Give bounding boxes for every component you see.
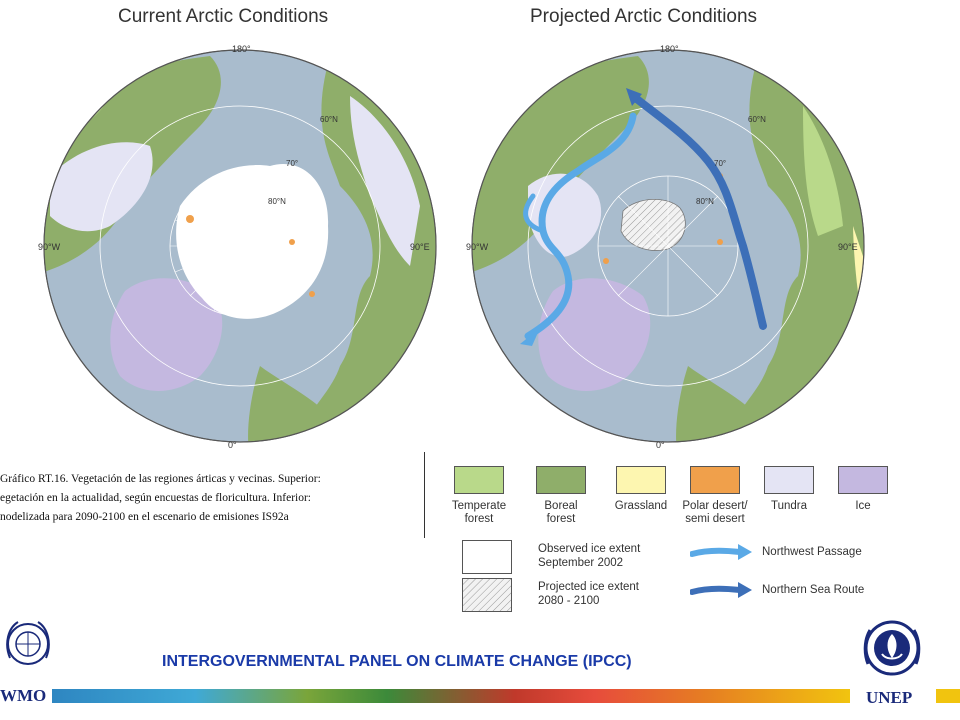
polar-desert-patch	[309, 291, 315, 297]
projected-map-svg: 180° 90°W 90°E 0° 70° 80°N 60°N	[466, 44, 865, 450]
label-90e: 90°E	[838, 242, 858, 252]
polar-desert-patch	[186, 215, 194, 223]
latitude-70-circle	[99, 105, 381, 387]
projected-arctic-map: 180° 90°W 90°E 0° 70° 80°N 60°N	[458, 36, 878, 456]
caption-divider	[424, 452, 425, 538]
temperate-forest-label: Temperate forest	[451, 500, 507, 525]
canada-tundra	[50, 142, 153, 232]
tundra-label: Tundra	[770, 500, 807, 512]
legend-observed-ice: Observed ice extent September 2002	[462, 540, 742, 580]
label-0: 0°	[656, 440, 665, 450]
grassland-swatch	[616, 466, 666, 494]
label-90e: 90°E	[410, 242, 430, 252]
tundra-swatch	[764, 466, 814, 494]
footer-title: INTERGOVERNMENTAL PANEL ON CLIMATE CHANG…	[162, 653, 632, 670]
current-map-title: Current Arctic Conditions	[118, 6, 329, 27]
polar-desert-swatch	[690, 466, 740, 494]
siberia-tundra	[350, 96, 420, 266]
projected-map-title: Projected Arctic Conditions	[530, 6, 758, 27]
label-90w: 90°W	[38, 242, 61, 252]
ice-swatch	[838, 466, 888, 494]
grassland-patch	[853, 226, 864, 336]
label-60n: 60°N	[748, 115, 766, 124]
northern-sea-route-arrow	[690, 582, 752, 598]
legend-northern-sea-route: Northern Sea Route	[690, 578, 950, 608]
label-90w: 90°W	[466, 242, 489, 252]
projected-ice-swatch	[462, 578, 512, 612]
map-border	[471, 49, 865, 443]
boreal-forest-label: Boreal forest	[544, 500, 578, 525]
legend-boreal-forest: Boreal forest	[522, 466, 600, 526]
grassland-label: Grassland	[614, 500, 668, 512]
northwest-passage-arrowhead	[520, 328, 540, 346]
footer-gradient-bar-end	[936, 689, 960, 703]
caption-line: nodelizada para 2090-2100 en el escenari…	[0, 511, 289, 523]
map-legend: Temperate forest Boreal forest Grassland…	[440, 466, 940, 616]
legend-ice: Ice	[824, 466, 902, 513]
ice-label: Ice	[855, 500, 871, 512]
label-60n: 60°N	[320, 115, 338, 124]
unep-logo-text: UNEP	[866, 688, 913, 707]
label-180: 180°	[232, 44, 251, 54]
label-80n: 80°N	[696, 197, 714, 206]
current-arctic-map: 180° 90°W 90°E 0° 70° 80°N 60°N	[30, 36, 450, 456]
label-80n: 80°N	[268, 197, 286, 206]
boreal-forest-swatch	[536, 466, 586, 494]
legend-tundra: Tundra	[750, 466, 828, 513]
greenland-ice-sheet	[110, 278, 223, 391]
legend-northwest-passage: Northwest Passage	[690, 540, 950, 570]
northern-sea-route	[629, 92, 767, 330]
legend-polar-desert: Polar desert/ semi desert	[676, 466, 754, 526]
projected-ice-label: Projected ice extent 2080 - 2100	[538, 581, 640, 607]
projected-sea-ice	[620, 198, 686, 251]
northern-sea-route-arrowhead	[626, 88, 642, 106]
greenland-ice-sheet	[538, 278, 651, 391]
footer-gradient-bar	[52, 689, 850, 703]
eurasia-temperate	[803, 106, 843, 236]
legend-projected-ice: Projected ice extent 2080 - 2100	[462, 578, 742, 618]
polar-desert-label: Polar desert/ semi desert	[682, 500, 748, 525]
meridian-lines	[170, 176, 310, 316]
legend-temperate-forest: Temperate forest	[440, 466, 518, 526]
figure-caption: Gráfico RT.16. Vegetación de las regione…	[0, 470, 420, 527]
polar-desert-patch	[603, 258, 609, 264]
observed-ice-swatch	[462, 540, 512, 574]
latitude-70-circle	[527, 105, 809, 387]
wmo-logo-text: WMO	[0, 686, 47, 705]
northwest-passage-label: Northwest Passage	[762, 546, 862, 558]
observed-ice-label: Observed ice extent September 2002	[538, 543, 641, 569]
current-map-svg: 180° 90°W 90°E 0° 70° 80°N 60°N	[38, 44, 437, 450]
label-70: 70°	[286, 159, 298, 168]
temperate-forest-swatch	[454, 466, 504, 494]
caption-line: Gráfico RT.16. Vegetación de las regione…	[0, 473, 321, 485]
northwest-passage-branch	[523, 193, 546, 234]
legend-grassland: Grassland	[602, 466, 680, 513]
polar-desert-patch	[289, 239, 295, 245]
observed-sea-ice	[176, 164, 329, 319]
label-70: 70°	[714, 159, 726, 168]
wmo-logo-icon	[6, 621, 50, 665]
northwest-passage-arrow	[690, 544, 752, 560]
label-180: 180°	[660, 44, 679, 54]
caption-line: egetación en la actualidad, según encues…	[0, 492, 311, 504]
polar-desert-patch	[717, 239, 723, 245]
unep-logo-icon	[863, 620, 921, 676]
northern-sea-route-label: Northern Sea Route	[762, 584, 865, 596]
meridian-lines	[598, 176, 738, 316]
map-border	[43, 49, 437, 443]
label-0: 0°	[228, 440, 237, 450]
